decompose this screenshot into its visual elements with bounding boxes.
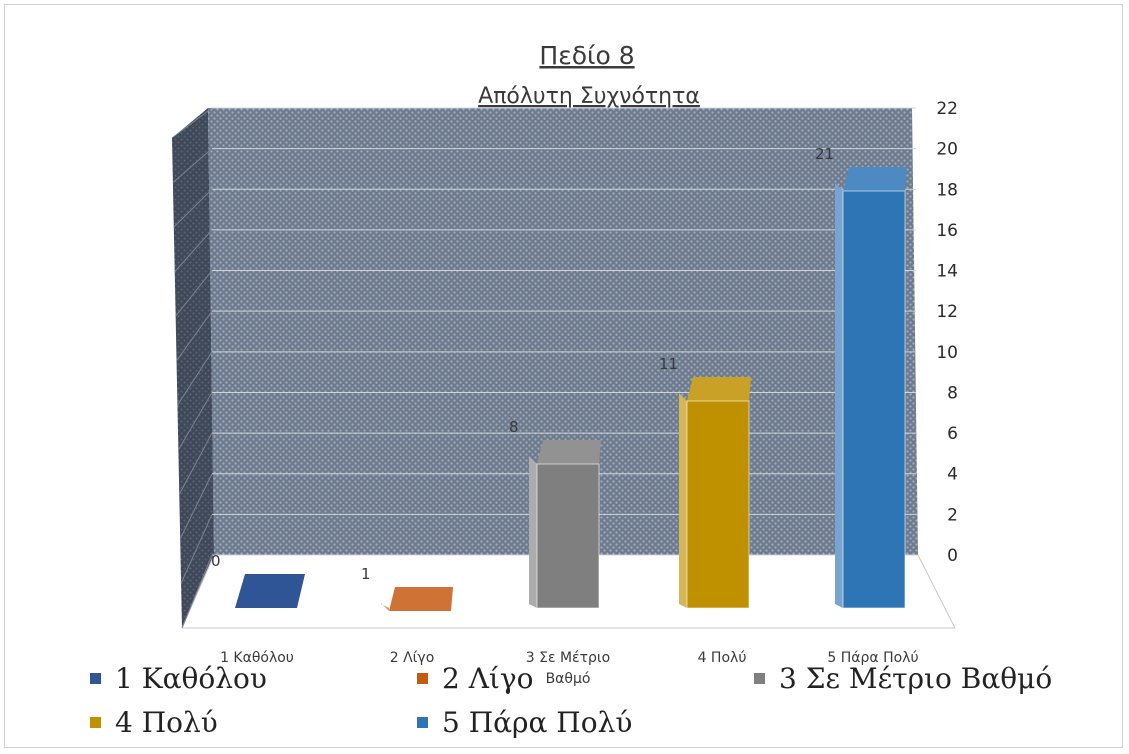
y-tick-label: 18: [936, 180, 958, 200]
bar-front: [537, 464, 599, 608]
data-label: 11: [659, 355, 678, 373]
bar-front: [687, 401, 749, 608]
legend-item-5: 5 Πάρα Πολύ: [417, 706, 632, 739]
bar-side: [381, 603, 389, 611]
bar-5: [835, 167, 907, 609]
legend-swatch-4: [90, 717, 101, 728]
bar-side: [529, 456, 537, 608]
data-label: 21: [815, 145, 834, 163]
legend-item-3: 3 Σε Μέτριο Βαθμό: [754, 662, 1052, 695]
y-tick-label: 22: [936, 99, 958, 119]
gridline-side: [175, 270, 213, 317]
gridline-side: [177, 351, 213, 406]
gridline-side: [173, 188, 213, 228]
legend-item-1: 1 Καθόλου: [90, 662, 267, 695]
gridline-side: [176, 310, 213, 362]
bar-3: [529, 440, 601, 609]
gridline-side: [174, 229, 213, 272]
category-label: 5 Πάρα Πολύ: [827, 650, 918, 666]
y-tick-label: 6: [947, 424, 958, 444]
category-label: 3 Σε Μέτριο Βαθμό: [526, 650, 611, 687]
chart-frame: [4, 4, 1123, 748]
bar-top: [389, 587, 453, 611]
bar-outline: [842, 190, 906, 609]
data-label: 1: [361, 565, 371, 583]
category-label: 1 Καθόλου: [220, 650, 294, 666]
legend-swatch-3: [754, 673, 765, 684]
gridline-side: [172, 148, 213, 183]
y-tick-label: 10: [936, 343, 958, 363]
bar-top: [843, 167, 907, 191]
gridline-side: [180, 514, 213, 584]
chart-side-wall: [172, 108, 214, 628]
bar-4: [679, 377, 751, 609]
y-tick-label: 8: [947, 383, 958, 403]
bar-outline: [536, 463, 600, 609]
bar-side: [679, 393, 687, 608]
bar-top: [537, 440, 601, 464]
bar-top: [235, 574, 305, 608]
chart-subtitle: Απόλυτη Συχνότητα: [478, 84, 700, 109]
legend-item-2: 2 Λίγο: [417, 662, 534, 695]
bar-1: [235, 574, 305, 608]
category-label: 2 Λίγο: [390, 650, 435, 666]
y-tick-label: 20: [936, 140, 958, 160]
legend-label-2: 2 Λίγο: [442, 662, 534, 695]
data-label: 8: [509, 418, 519, 436]
category-label: 4 Πολύ: [698, 650, 747, 666]
legend-item-4: 4 Πολύ: [90, 706, 218, 739]
chart-title: Πεδίο 8: [539, 41, 634, 70]
legend-label-1: 1 Καθόλου: [115, 662, 267, 695]
y-tick-label: 0: [947, 546, 958, 566]
bar-front: [843, 191, 905, 608]
gridline-side: [179, 473, 213, 540]
bar-top: [687, 377, 751, 401]
bar-2: [381, 587, 453, 611]
legend-swatch-2: [417, 673, 428, 684]
y-tick-label: 14: [936, 262, 958, 282]
bar-side: [835, 183, 843, 608]
bar-outline: [686, 400, 750, 609]
legend-swatch-1: [90, 673, 101, 684]
y-tick-label: 2: [947, 505, 958, 525]
legend-label-5: 5 Πάρα Πολύ: [442, 706, 633, 739]
data-label: 0: [211, 552, 221, 570]
y-tick-label: 16: [936, 221, 958, 241]
gridline-side: [181, 554, 213, 629]
gridline-side: [177, 392, 213, 451]
gridline-side: [178, 432, 213, 495]
legend-label-4: 4 Πολύ: [115, 706, 218, 739]
y-tick-label: 4: [947, 465, 958, 485]
y-tick-label: 12: [936, 302, 958, 322]
gridline-side: [171, 107, 213, 139]
legend-swatch-5: [417, 717, 428, 728]
legend-label-3: 3 Σε Μέτριο Βαθμό: [779, 662, 1053, 695]
